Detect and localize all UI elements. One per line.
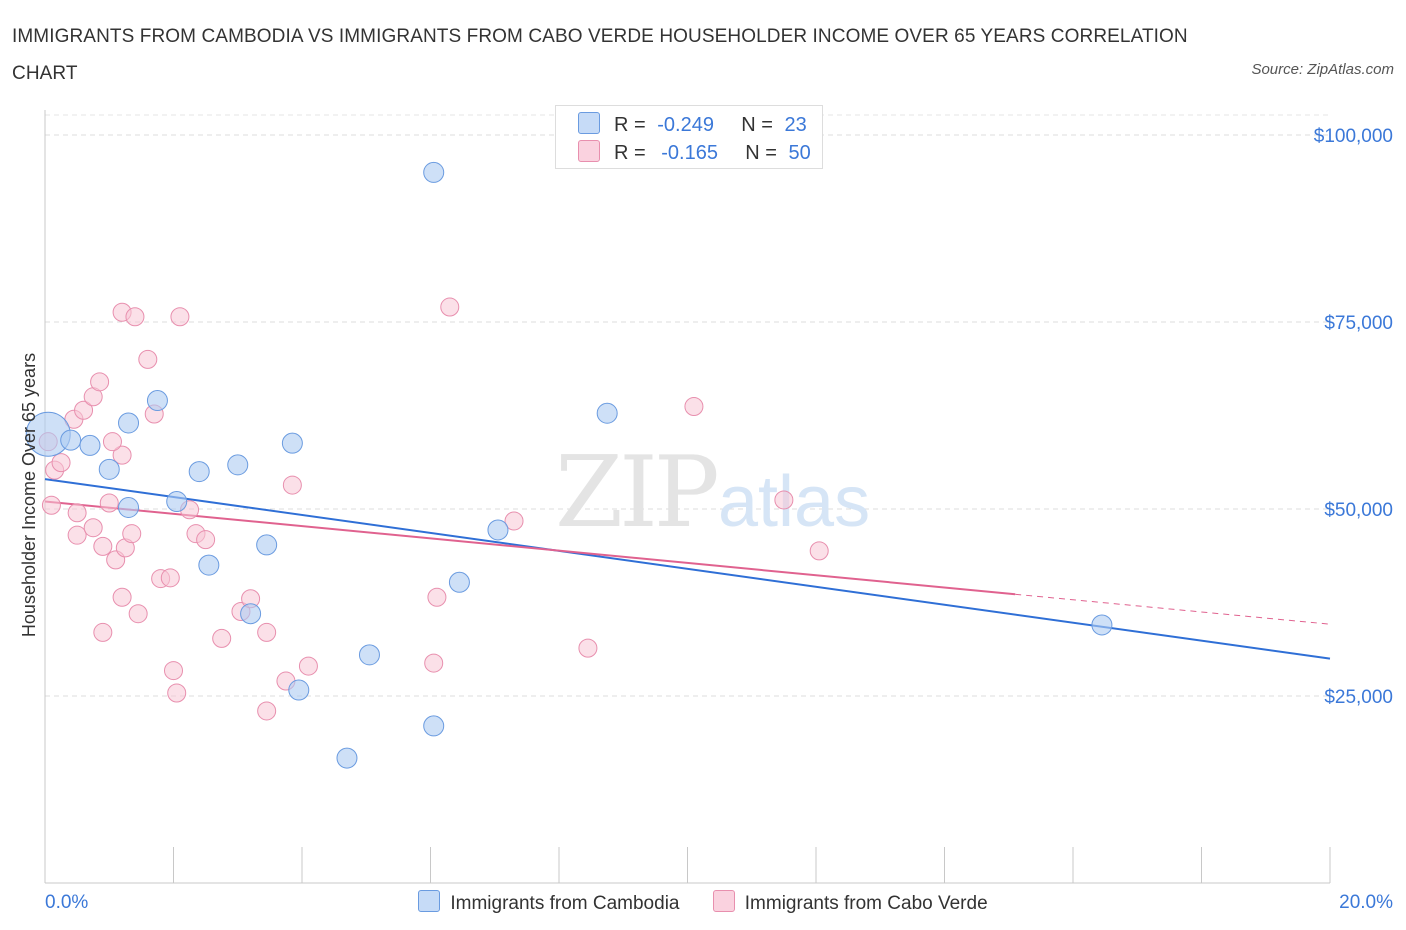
point-caboverde xyxy=(212,628,232,648)
axes xyxy=(44,110,1331,884)
legend-swatch-caboverde xyxy=(712,890,735,912)
trend-lines xyxy=(44,478,1331,660)
point-cambodia xyxy=(596,402,618,424)
point-cambodia xyxy=(281,432,303,454)
point-cambodia xyxy=(256,534,278,556)
point-cambodia xyxy=(423,715,445,737)
point-caboverde xyxy=(122,524,142,544)
legend-item-cambodia[interactable]: Immigrants from Cambodia xyxy=(418,890,679,915)
point-cambodia xyxy=(1091,614,1113,636)
point-cambodia xyxy=(227,454,249,476)
point-caboverde xyxy=(578,638,598,658)
point-caboverde xyxy=(128,604,148,624)
legend-n-caboverde: 50 xyxy=(788,142,811,164)
point-caboverde xyxy=(684,397,704,417)
point-cambodia xyxy=(146,390,168,412)
trend-line-caboverde-extension xyxy=(1015,593,1331,625)
point-cambodia xyxy=(98,458,120,480)
point-cambodia xyxy=(118,497,140,519)
legend-row-cambodia: R = -0.249 N = 23 xyxy=(578,112,807,136)
point-caboverde xyxy=(138,349,158,369)
legend-r-label: R = xyxy=(614,142,646,164)
point-caboverde xyxy=(93,622,113,642)
y-tick-label: $100,000 xyxy=(1314,126,1393,147)
point-caboverde xyxy=(427,587,447,607)
y-tick-label: $75,000 xyxy=(1324,313,1393,334)
point-caboverde xyxy=(282,475,302,495)
y-tick-label: $25,000 xyxy=(1324,687,1393,708)
watermark-zip: ZIP xyxy=(555,436,717,550)
point-cambodia xyxy=(240,603,262,625)
point-caboverde xyxy=(41,495,61,515)
point-cambodia xyxy=(358,644,380,666)
trend-line-cambodia xyxy=(44,478,1331,660)
legend-r-cambodia: -0.249 xyxy=(657,114,714,136)
trend-line-caboverde xyxy=(44,500,1016,596)
correlation-legend: R = -0.249 N = 23 R = -0.165 N = 50 xyxy=(555,105,823,169)
chart-title: IMMIGRANTS FROM CAMBODIA VS IMMIGRANTS F… xyxy=(12,26,1188,84)
source-label: Source: ZipAtlas.com xyxy=(1251,61,1394,78)
y-axis-label: Householder Income Over 65 years xyxy=(19,353,39,637)
point-caboverde xyxy=(167,683,187,703)
point-caboverde xyxy=(504,511,524,531)
point-caboverde xyxy=(257,622,277,642)
point-cambodia xyxy=(166,491,188,513)
point-caboverde xyxy=(112,445,132,465)
point-caboverde xyxy=(99,493,119,513)
legend-row-caboverde: R = -0.165 N = 50 xyxy=(578,140,811,164)
point-caboverde xyxy=(90,372,110,392)
point-caboverde xyxy=(51,453,71,473)
point-caboverde xyxy=(298,656,318,676)
point-cambodia xyxy=(423,161,445,183)
x-tick-label-min: 0.0% xyxy=(45,892,88,913)
point-cambodia xyxy=(118,412,140,434)
point-caboverde xyxy=(424,653,444,673)
point-cambodia xyxy=(336,747,358,769)
legend-item-caboverde[interactable]: Immigrants from Cabo Verde xyxy=(712,890,988,915)
legend-r-caboverde: -0.165 xyxy=(661,142,718,164)
point-cambodia xyxy=(198,554,220,576)
legend-label-caboverde: Immigrants from Cabo Verde xyxy=(744,893,988,914)
y-tick-label: $50,000 xyxy=(1324,500,1393,521)
point-caboverde xyxy=(440,297,460,317)
point-caboverde xyxy=(170,307,190,327)
point-caboverde xyxy=(809,541,829,561)
point-caboverde xyxy=(67,525,87,545)
point-caboverde xyxy=(67,503,87,523)
axis-labels: $25,000 $50,000 $75,000 $100,000 0.0% 20.0% Ho… xyxy=(19,126,1393,913)
point-caboverde xyxy=(93,536,113,556)
point-cambodia xyxy=(188,461,210,483)
watermark-atlas: atlas xyxy=(718,462,870,542)
point-caboverde xyxy=(164,661,183,681)
point-cambodia xyxy=(448,571,470,593)
legend-n-label: N = xyxy=(745,142,777,164)
legend-swatch-caboverde xyxy=(578,140,600,162)
point-caboverde xyxy=(74,400,94,420)
legend-swatch-cambodia xyxy=(578,112,600,134)
point-cambodia xyxy=(60,429,82,451)
point-caboverde xyxy=(112,587,132,607)
point-caboverde xyxy=(160,568,180,588)
legend-r-label: R = xyxy=(614,114,646,136)
point-caboverde xyxy=(83,518,103,538)
point-caboverde xyxy=(196,530,216,550)
point-caboverde xyxy=(125,307,145,327)
point-cambodia xyxy=(487,519,509,541)
legend-label-cambodia: Immigrants from Cambodia xyxy=(450,893,680,914)
x-tick-label-max: 20.0% xyxy=(1339,892,1393,913)
point-caboverde xyxy=(774,490,794,510)
point-cambodia xyxy=(79,434,101,456)
legend-swatch-cambodia xyxy=(418,890,441,912)
legend-n-cambodia: 23 xyxy=(784,114,807,136)
point-caboverde xyxy=(257,701,277,721)
point-cambodia xyxy=(288,679,310,701)
watermark: ZIP atlas xyxy=(555,436,870,550)
point-caboverde xyxy=(102,432,122,452)
series-legend: Immigrants from Cambodia Immigrants from… xyxy=(0,890,1406,915)
data-points xyxy=(25,161,1113,769)
legend-n-label: N = xyxy=(741,114,773,136)
